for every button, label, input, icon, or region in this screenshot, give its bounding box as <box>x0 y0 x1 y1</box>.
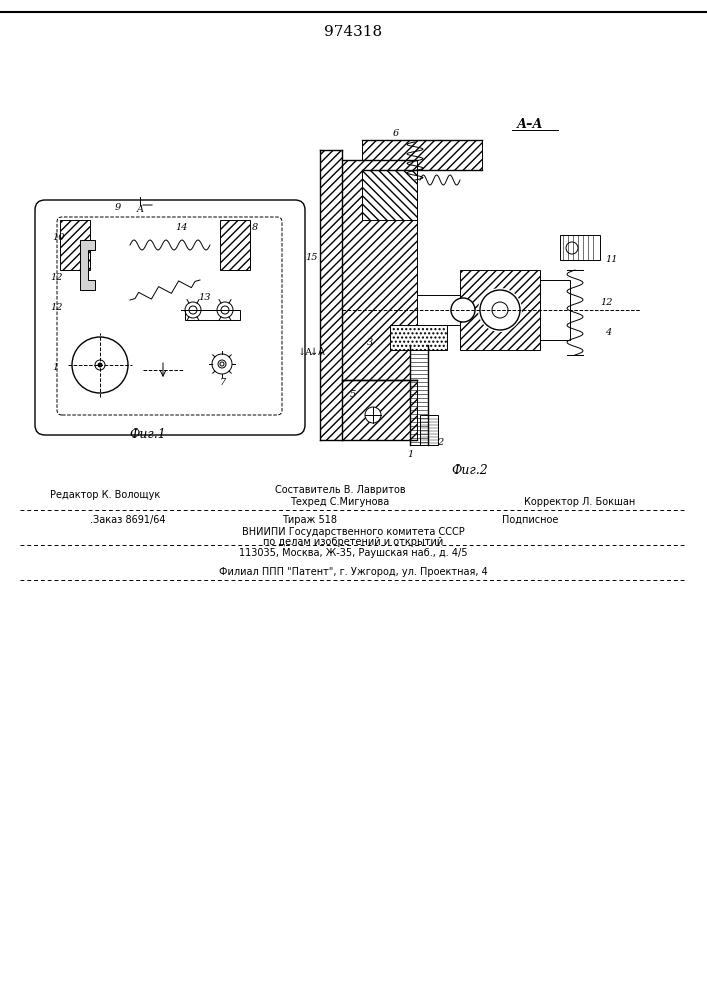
Text: 7: 7 <box>220 378 226 387</box>
Text: 10: 10 <box>52 233 64 242</box>
Text: 12: 12 <box>600 298 612 307</box>
Bar <box>342 380 417 440</box>
Circle shape <box>480 290 520 330</box>
Circle shape <box>478 288 522 332</box>
Text: ↓A: ↓A <box>310 347 325 357</box>
Polygon shape <box>80 240 95 290</box>
Text: .Заказ 8691/64: .Заказ 8691/64 <box>90 515 165 525</box>
Text: Техред С.Мигунова: Техред С.Мигунова <box>291 497 390 507</box>
Text: Филиал ППП "Патент", г. Ужгород, ул. Проектная, 4: Филиал ППП "Патент", г. Ужгород, ул. Про… <box>218 567 487 577</box>
Text: 113035, Москва, Ж-35, Раушская наб., д. 4/5: 113035, Москва, Ж-35, Раушская наб., д. … <box>239 548 467 558</box>
Bar <box>420 415 438 445</box>
Bar <box>410 345 428 445</box>
Circle shape <box>365 407 381 423</box>
Text: 3: 3 <box>367 338 373 347</box>
Text: Фиг.2: Фиг.2 <box>452 464 489 477</box>
Text: Составитель В. Лавритов: Составитель В. Лавритов <box>275 485 405 495</box>
Circle shape <box>220 362 224 366</box>
Text: 6: 6 <box>393 129 399 138</box>
Text: 4: 4 <box>605 328 612 337</box>
Text: 2: 2 <box>437 438 443 447</box>
Text: по делам изобретений и открытий: по делам изобретений и открытий <box>263 537 443 547</box>
Bar <box>417 295 460 325</box>
Circle shape <box>212 354 232 374</box>
Text: 14: 14 <box>175 223 187 232</box>
Bar <box>185 310 240 320</box>
Text: Тираж 518: Тираж 518 <box>283 515 337 525</box>
Circle shape <box>95 360 105 370</box>
Bar <box>362 170 417 220</box>
Bar <box>460 270 540 350</box>
Text: 11: 11 <box>605 255 617 264</box>
Bar <box>342 160 417 380</box>
Text: 12: 12 <box>50 273 62 282</box>
Text: 12: 12 <box>50 303 62 312</box>
Text: A: A <box>136 206 144 215</box>
Text: 5: 5 <box>350 390 356 399</box>
Text: Фиг.1: Фиг.1 <box>129 428 166 442</box>
Text: А–А: А–А <box>517 118 543 131</box>
Text: Корректор Л. Бокшан: Корректор Л. Бокшан <box>525 497 636 507</box>
Bar <box>540 280 570 340</box>
Bar <box>390 325 447 350</box>
Circle shape <box>451 298 475 322</box>
Text: ВНИИПИ Государственного комитета СССР: ВНИИПИ Государственного комитета СССР <box>242 527 464 537</box>
Text: Подписное: Подписное <box>502 515 559 525</box>
Text: ↓A: ↓A <box>298 348 313 357</box>
Bar <box>362 140 482 170</box>
Text: 1: 1 <box>52 363 58 372</box>
Bar <box>320 150 342 440</box>
Text: 8: 8 <box>252 223 258 232</box>
Text: 9: 9 <box>115 203 121 212</box>
Text: 1: 1 <box>407 450 414 459</box>
Text: Редактор К. Волощук: Редактор К. Волощук <box>50 490 160 500</box>
Text: 974318: 974318 <box>324 25 382 39</box>
Text: 13: 13 <box>198 293 211 302</box>
Bar <box>220 220 250 270</box>
Bar <box>560 235 600 260</box>
Bar <box>60 220 90 270</box>
Circle shape <box>480 290 520 330</box>
Circle shape <box>98 363 102 367</box>
Text: 15: 15 <box>305 253 317 262</box>
FancyBboxPatch shape <box>35 200 305 435</box>
